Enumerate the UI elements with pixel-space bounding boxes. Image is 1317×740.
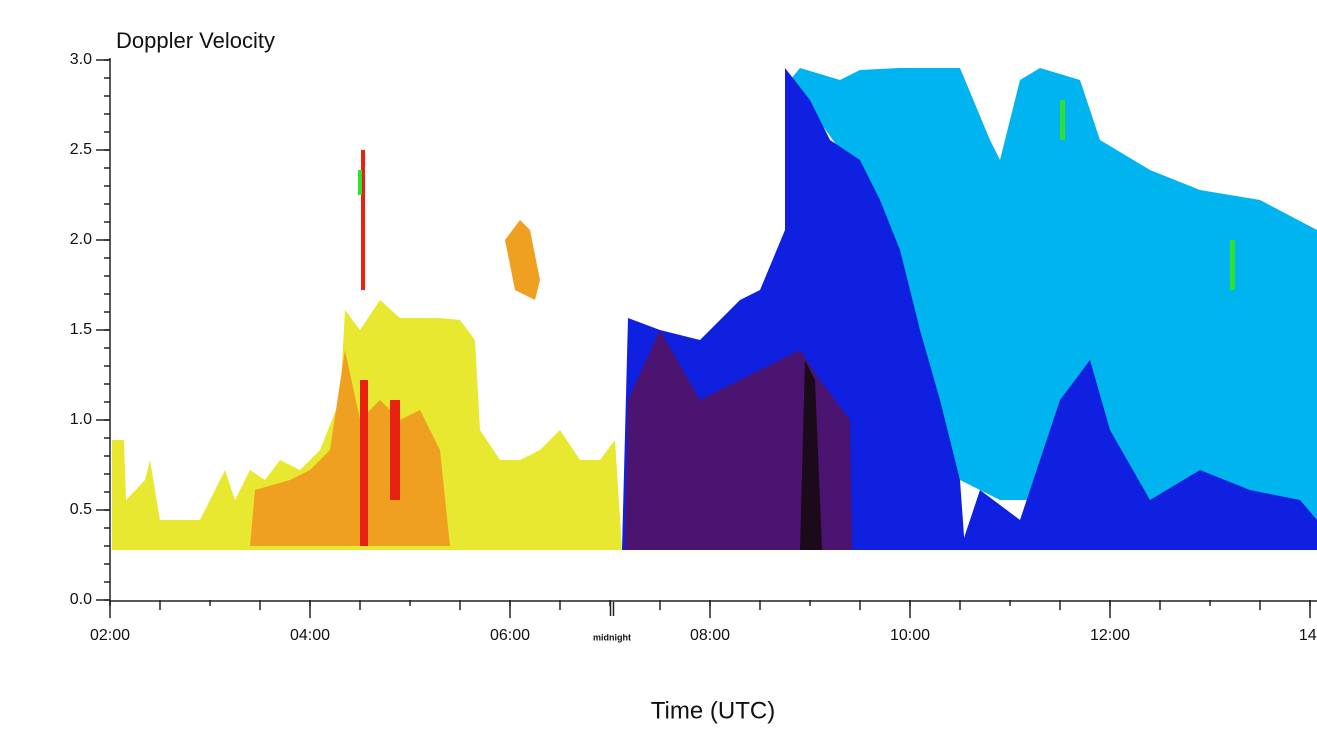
x-tick-label: 04:00	[290, 627, 330, 644]
y-tick-label: 0.5	[70, 501, 92, 518]
y-tick-label: 3.0	[70, 51, 92, 68]
y-tick-label: 2.0	[70, 231, 92, 248]
y-tick-label: 1.5	[70, 321, 92, 338]
x-tick-label: 10:00	[890, 627, 930, 644]
region-red	[360, 380, 368, 546]
y-tick-label: 0.0	[70, 591, 92, 608]
x-tick-label: 06:00	[490, 627, 530, 644]
x-tick-label: 02:00	[90, 627, 130, 644]
minor-ticks	[104, 59, 1311, 610]
chart-title: Doppler Velocity	[116, 28, 275, 53]
region-purple	[625, 330, 852, 550]
x-tick-label: 08:00	[690, 627, 730, 644]
region-orange-high	[505, 220, 540, 300]
y-tick-label: 1.0	[70, 411, 92, 428]
region-green	[1060, 100, 1065, 140]
region-black	[800, 360, 822, 550]
velocity-field	[112, 68, 1317, 550]
region-red	[361, 150, 365, 290]
region-green	[358, 170, 362, 195]
y-tick-label: 2.5	[70, 141, 92, 158]
region-light-blue	[790, 68, 1317, 550]
x-tick-label: 14:	[1299, 627, 1317, 644]
region-green	[1230, 240, 1235, 290]
x-tick-label: 12:00	[1090, 627, 1130, 644]
annotation: midnight	[593, 632, 631, 642]
region-red	[390, 400, 400, 500]
region-blue-bottom	[960, 360, 1317, 550]
x-axis-title: Time (UTC)	[651, 697, 775, 724]
